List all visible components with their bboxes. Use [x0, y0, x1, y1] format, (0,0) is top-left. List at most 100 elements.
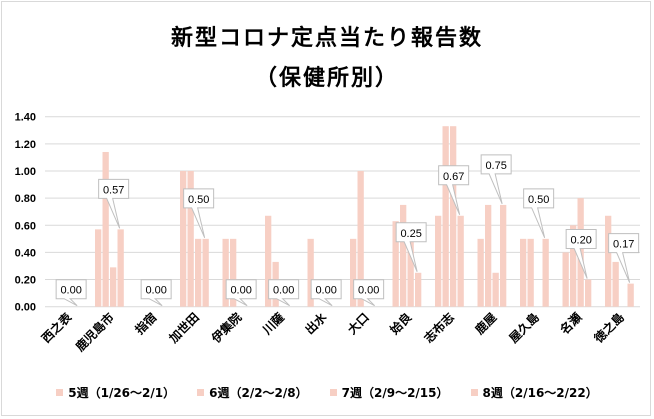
data-callout [608, 233, 640, 283]
bar [457, 215, 464, 307]
legend: 5週（1/26～2/1） 6週（2/2～2/8） 7週（2/9～2/15） 8週（2/… [0, 384, 654, 401]
bar [400, 204, 407, 307]
x-tick-label: 屋久島 [506, 310, 542, 346]
bar [357, 170, 364, 307]
y-tick-label: 0.00 [15, 302, 36, 314]
data-label: 0.50 [188, 194, 209, 206]
data-label: 0.25 [400, 228, 421, 240]
bar [570, 225, 577, 307]
x-tick-label: 出水 [302, 309, 330, 337]
data-callout [480, 154, 512, 205]
bar [562, 252, 569, 307]
data-label: 0.67 [443, 171, 464, 183]
bar [500, 204, 507, 307]
bar [222, 238, 229, 307]
data-label: 0.00 [145, 285, 166, 297]
data-callout [438, 165, 470, 215]
data-callout [55, 279, 87, 307]
y-tick-label: 0.40 [15, 247, 36, 259]
data-label: 0.75 [485, 160, 506, 172]
bar [180, 170, 187, 307]
y-tick-label: 1.20 [15, 139, 36, 151]
legend-swatch [56, 389, 64, 396]
bar [202, 238, 209, 307]
data-callout [523, 188, 555, 239]
legend-swatch [329, 389, 337, 396]
bar [392, 221, 399, 307]
data-label: 0.00 [60, 285, 81, 297]
x-tick-label: 名瀬 [557, 310, 585, 338]
data-label: 0.17 [613, 239, 634, 251]
x-tick-label: 徳之島 [590, 310, 627, 347]
y-tick-label: 1.00 [15, 166, 36, 178]
data-callout [140, 279, 172, 307]
x-tick-label: 姶良 [387, 310, 415, 338]
data-label: 0.57 [103, 184, 124, 196]
data-callout [310, 279, 342, 307]
bar [435, 215, 442, 307]
legend-label: 8週（2/16～2/22） [482, 386, 598, 400]
x-tick-label: 西之表 [38, 309, 75, 346]
bar [230, 238, 237, 307]
bar [627, 283, 634, 307]
bar [265, 215, 272, 307]
x-tick-label: 伊集院 [208, 310, 245, 347]
data-label: 0.00 [358, 285, 379, 297]
legend-label: 7週（2/9～2/15） [341, 386, 449, 400]
bar [307, 238, 314, 307]
bar [520, 238, 527, 307]
legend-item: 8週（2/16～2/22） [470, 384, 598, 401]
data-label: 0.50 [528, 194, 549, 206]
data-callout [565, 229, 597, 279]
legend-swatch [470, 389, 478, 396]
bar [605, 215, 612, 307]
data-callout [225, 279, 257, 307]
bar [450, 126, 457, 307]
bar [95, 229, 102, 307]
bar [407, 238, 414, 307]
data-callout [268, 279, 300, 307]
y-tick-label: 0.60 [15, 220, 36, 232]
x-tick-label: 鹿屋 [472, 310, 500, 338]
bar [485, 204, 492, 307]
bar [415, 272, 422, 307]
legend-item: 6週（2/2～2/8） [197, 384, 308, 401]
bar [350, 238, 357, 307]
x-tick-label: 鹿児島市 [72, 310, 117, 355]
data-callout [183, 188, 215, 239]
bar [542, 238, 549, 307]
y-tick-label: 0.80 [15, 193, 36, 205]
bar [102, 151, 109, 307]
x-tick-label: 指宿 [132, 310, 160, 338]
bar [195, 238, 202, 307]
data-label: 0.00 [315, 285, 336, 297]
bar [527, 238, 534, 307]
y-tick-label: 0.20 [15, 275, 36, 287]
chart-subtitle: （保健所別） [254, 66, 399, 91]
bar [612, 261, 619, 307]
y-tick-label: 1.40 [15, 112, 36, 124]
data-label: 0.20 [570, 235, 591, 247]
bar [442, 126, 449, 307]
x-tick-label: 志布志 [421, 310, 457, 346]
bar [110, 267, 117, 307]
bar [492, 272, 499, 307]
bar [477, 238, 484, 307]
data-callout [353, 279, 385, 307]
bar [117, 229, 124, 307]
data-callout [98, 178, 130, 229]
legend-label: 5週（1/26～2/1） [68, 386, 176, 400]
legend-label: 6週（2/2～2/8） [209, 386, 308, 400]
data-label: 0.00 [230, 285, 251, 297]
bar [187, 170, 194, 307]
x-tick-label: 大口 [344, 310, 372, 338]
data-callout [395, 222, 427, 272]
chart-title: 新型コロナ定点当たり報告数 [170, 26, 483, 51]
bar [585, 279, 592, 307]
legend-item: 5週（1/26～2/1） [56, 384, 175, 401]
data-label: 0.00 [273, 285, 294, 297]
x-tick-label: 川薩 [259, 310, 287, 338]
legend-item: 7週（2/9～2/15） [329, 384, 449, 401]
